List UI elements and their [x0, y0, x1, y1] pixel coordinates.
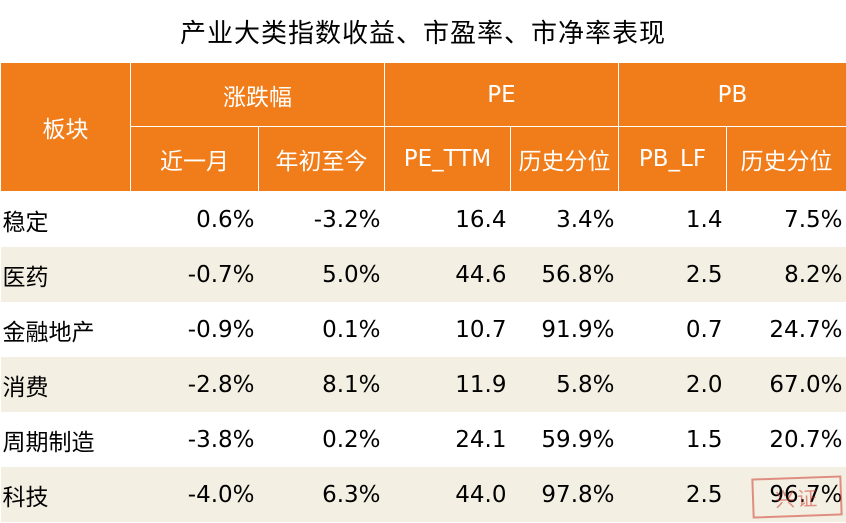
cell-1m: -0.7% [130, 247, 259, 302]
table-row: 消费 -2.8% 8.1% 11.9 5.8% 2.0 67.0% [0, 357, 846, 412]
cell-pe: 11.9 [384, 357, 511, 412]
header-col-pe-percentile: 历史分位 [510, 126, 619, 192]
header-col-pb-lf: PB_LF [618, 126, 727, 192]
cell-pb: 2.5 [618, 467, 727, 522]
table-row: 医药 -0.7% 5.0% 44.6 56.8% 2.5 8.2% [0, 247, 846, 302]
table-row: 周期制造 -3.8% 0.2% 24.1 59.9% 1.5 20.7% [0, 412, 846, 467]
table-row: 科技 -4.0% 6.3% 44.0 97.8% 2.5 96.7% [0, 467, 846, 522]
table-row: 金融地产 -0.9% 0.1% 10.7 91.9% 0.7 24.7% [0, 302, 846, 357]
cell-pe: 10.7 [384, 302, 511, 357]
header-group-change: 涨跌幅 [130, 62, 385, 127]
cell-1m: 0.6% [130, 191, 259, 247]
cell-pb: 1.5 [618, 412, 727, 467]
header-group-pe: PE [384, 62, 619, 127]
header-sector: 板块 [0, 62, 131, 192]
cell-sector: 医药 [0, 247, 131, 302]
sector-performance-table: 板块 涨跌幅 PE PB 近一月 年初至今 PE_TTM 历史分位 PB_LF … [0, 62, 846, 522]
cell-pe-percentile: 56.8% [510, 247, 619, 302]
cell-pe: 44.0 [384, 467, 511, 522]
cell-sector: 金融地产 [0, 302, 131, 357]
watermark-stamp: 兴证 [751, 475, 843, 519]
cell-pe-percentile: 97.8% [510, 467, 619, 522]
header-col-pe-ttm: PE_TTM [384, 126, 511, 192]
cell-pe-percentile: 3.4% [510, 191, 619, 247]
cell-pe-percentile: 59.9% [510, 412, 619, 467]
cell-pb: 2.5 [618, 247, 727, 302]
cell-pb-percentile: 20.7% [726, 412, 846, 467]
cell-sector: 周期制造 [0, 412, 131, 467]
cell-sector: 稳定 [0, 191, 131, 247]
cell-1m: -0.9% [130, 302, 259, 357]
header-col-1m: 近一月 [130, 126, 259, 192]
header-group-pb: PB [618, 62, 846, 127]
cell-ytd: -3.2% [258, 191, 385, 247]
cell-sector: 科技 [0, 467, 131, 522]
cell-pb-percentile: 8.2% [726, 247, 846, 302]
header-col-pb-percentile: 历史分位 [726, 126, 846, 192]
cell-pe: 16.4 [384, 191, 511, 247]
cell-ytd: 6.3% [258, 467, 385, 522]
cell-ytd: 0.2% [258, 412, 385, 467]
table-title: 产业大类指数收益、市盈率、市净率表现 [179, 18, 666, 49]
cell-pe-percentile: 5.8% [510, 357, 619, 412]
cell-pb: 2.0 [618, 357, 727, 412]
cell-pe-percentile: 91.9% [510, 302, 619, 357]
cell-ytd: 8.1% [258, 357, 385, 412]
cell-pb-percentile: 7.5% [726, 191, 846, 247]
cell-pb: 1.4 [618, 191, 727, 247]
cell-pb-percentile: 67.0% [726, 357, 846, 412]
cell-pb: 0.7 [618, 302, 727, 357]
cell-1m: -3.8% [130, 412, 259, 467]
cell-1m: -2.8% [130, 357, 259, 412]
cell-pe: 24.1 [384, 412, 511, 467]
cell-ytd: 5.0% [258, 247, 385, 302]
cell-sector: 消费 [0, 357, 131, 412]
cell-pe: 44.6 [384, 247, 511, 302]
cell-1m: -4.0% [130, 467, 259, 522]
header-col-ytd: 年初至今 [258, 126, 385, 192]
cell-pb-percentile: 24.7% [726, 302, 846, 357]
table-row: 稳定 0.6% -3.2% 16.4 3.4% 1.4 7.5% [0, 191, 846, 247]
cell-pb-percentile: 96.7% [726, 467, 846, 522]
cell-ytd: 0.1% [258, 302, 385, 357]
